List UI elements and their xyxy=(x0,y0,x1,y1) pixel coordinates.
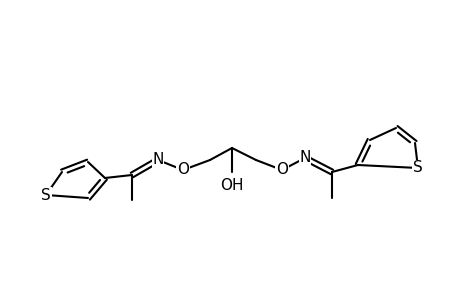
Text: O: O xyxy=(275,163,287,178)
Text: N: N xyxy=(152,152,163,167)
Text: S: S xyxy=(412,160,422,175)
Text: O: O xyxy=(177,163,189,178)
Text: S: S xyxy=(41,188,51,202)
Text: N: N xyxy=(299,151,310,166)
Text: OH: OH xyxy=(220,178,243,193)
